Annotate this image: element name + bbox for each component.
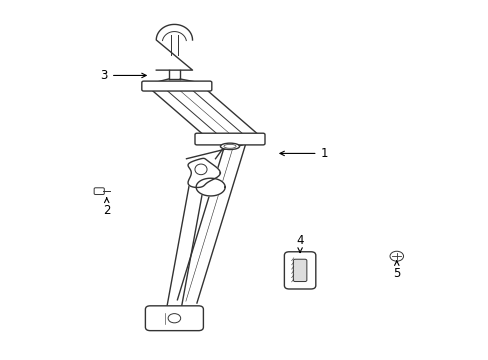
FancyBboxPatch shape [195, 133, 264, 145]
FancyBboxPatch shape [293, 259, 306, 282]
Polygon shape [156, 24, 192, 70]
Text: 1: 1 [279, 147, 327, 160]
Polygon shape [188, 158, 220, 188]
Text: 3: 3 [101, 69, 146, 82]
Text: 2: 2 [103, 198, 110, 217]
Text: 4: 4 [296, 234, 303, 253]
Polygon shape [196, 178, 224, 196]
Ellipse shape [195, 164, 206, 175]
FancyBboxPatch shape [142, 81, 211, 91]
FancyBboxPatch shape [94, 188, 104, 194]
Text: 5: 5 [392, 261, 400, 280]
Circle shape [168, 314, 180, 323]
FancyBboxPatch shape [145, 306, 203, 330]
FancyBboxPatch shape [284, 252, 315, 289]
Circle shape [389, 251, 403, 261]
Ellipse shape [224, 144, 236, 148]
Ellipse shape [220, 143, 239, 149]
